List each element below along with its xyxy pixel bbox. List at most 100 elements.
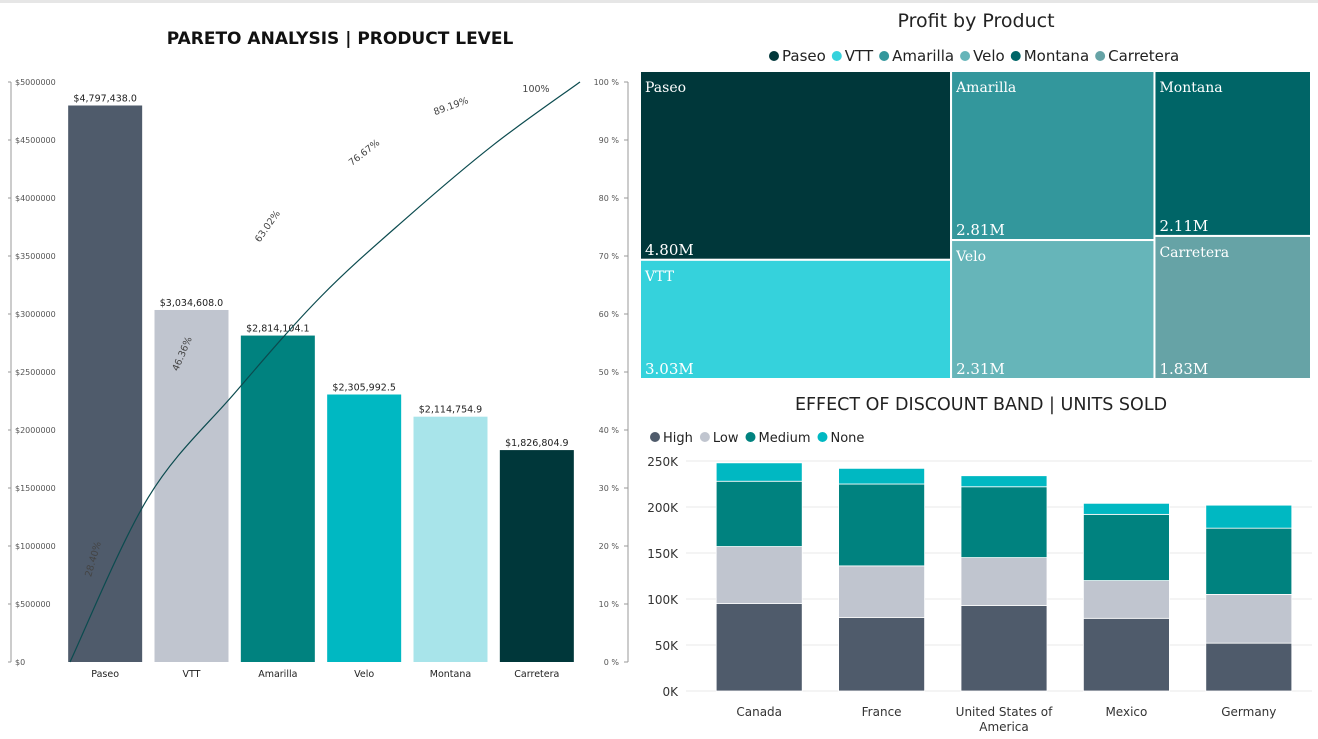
pareto-left-tick-label: $3500000 — [15, 252, 56, 261]
pareto-bar-label: $4,797,438.0 — [73, 93, 136, 104]
pareto-bar-montana — [413, 416, 488, 662]
pareto-right-tick-label: 20 % — [599, 542, 620, 551]
discount-bar-none — [1083, 502, 1170, 515]
pareto-bar-label: $2,814,104.1 — [246, 324, 309, 335]
treemap-legend-item: Velo — [973, 47, 1005, 65]
treemap-tile-value: 4.80M — [645, 241, 694, 259]
pareto-left-tick-label: $3000000 — [15, 310, 56, 319]
treemap-tile-name: Montana — [1159, 80, 1222, 96]
treemap-legend-marker — [1095, 51, 1106, 61]
discount-legend-item: Medium — [759, 431, 811, 446]
treemap-tile-name: Velo — [955, 249, 986, 265]
discount-bar-medium — [838, 483, 925, 567]
discount-title: EFFECT OF DISCOUNT BAND | UNITS SOLD — [795, 395, 1167, 415]
treemap-tile-value: 3.03M — [645, 360, 694, 378]
pareto-right-tick-label: 30 % — [599, 484, 620, 493]
treemap-legend-marker — [831, 51, 842, 61]
discount-bar-none — [1205, 504, 1293, 529]
treemap-legend-item: Montana — [1024, 47, 1089, 65]
treemap-legend-marker — [769, 51, 779, 61]
discount-legend-marker — [650, 432, 660, 442]
treemap-tile-amarilla — [950, 70, 1156, 242]
pareto-bar-velo — [327, 394, 402, 662]
profit-treemap: Profit by Product Paseo VTT Amarilla Velo Mon… — [639, 10, 1312, 380]
discount-bar-high — [960, 605, 1048, 692]
discount-bar-medium — [715, 480, 803, 547]
discount-bar-none — [715, 462, 803, 482]
pareto-right-tick-label: 100 % — [594, 78, 620, 87]
discount-category-line: Canada — [736, 705, 782, 719]
pareto-left-tick-label: $4500000 — [15, 136, 56, 145]
pareto-category-label: Velo — [354, 669, 374, 680]
treemap-tile-velo — [950, 239, 1156, 380]
discount-bar-low — [715, 546, 803, 604]
pareto-bar-amarilla — [240, 335, 315, 662]
pareto-bar-vtt — [154, 309, 229, 662]
discount-legend-marker — [745, 432, 756, 442]
treemap-tile-name: VTT — [644, 269, 675, 285]
pareto-left-tick-label: $2500000 — [15, 368, 56, 377]
discount-category-line: Mexico — [1105, 705, 1147, 719]
discount-legend-item: High — [663, 431, 693, 446]
treemap-tile-value: 2.31M — [956, 360, 1005, 378]
treemap-tile-name: Carretera — [1159, 245, 1229, 261]
treemap-legend-marker — [960, 51, 971, 61]
treemap-tile-value: 1.83M — [1159, 360, 1208, 378]
treemap-legend-marker — [1010, 51, 1021, 61]
discount-y-tick-label: 50K — [655, 639, 679, 653]
pareto-left-tick-label: $5000000 — [15, 78, 56, 87]
treemap-tile-value: 2.11M — [1159, 217, 1208, 235]
treemap-tile-name: Paseo — [645, 80, 686, 96]
pareto-bar-label: $2,305,992.5 — [332, 383, 395, 394]
discount-bar-low — [838, 565, 925, 618]
discount-bar-none — [838, 467, 925, 485]
discount-bar-low — [1083, 580, 1170, 619]
pareto-right-tick-label: 60 % — [599, 310, 620, 319]
pareto-left-tick-label: $2000000 — [15, 426, 56, 435]
pareto-title: PARETO ANALYSIS | PRODUCT LEVEL — [167, 29, 514, 49]
discount-legend-item: None — [830, 431, 864, 446]
treemap-legend-item: Amarilla — [892, 47, 954, 65]
treemap-tile-value: 2.81M — [956, 221, 1005, 239]
discount-legend-item: Low — [713, 431, 739, 446]
discount-y-tick-label: 250K — [647, 455, 679, 469]
pareto-right-tick-label: 40 % — [599, 426, 620, 435]
pareto-bar-label: $1,826,804.9 — [505, 438, 568, 449]
pareto-category-label: VTT — [183, 669, 201, 680]
discount-y-tick-label: 150K — [647, 547, 679, 561]
pareto-right-tick-label: 80 % — [599, 194, 620, 203]
pareto-category-label: Carretera — [514, 669, 559, 680]
pareto-right-tick-label: 70 % — [599, 252, 620, 261]
discount-y-tick-label: 100K — [647, 593, 679, 607]
treemap-tile-carretera — [1153, 234, 1312, 380]
top-border — [0, 0, 1318, 3]
treemap-legend-item: Paseo — [782, 47, 826, 65]
discount-bar-medium — [1083, 513, 1170, 581]
discount-bar-medium — [960, 486, 1048, 559]
discount-category-label: United States of America — [956, 705, 1053, 734]
discount-bar-high — [838, 617, 925, 692]
pareto-left-tick-label: $500000 — [15, 600, 51, 609]
treemap-tile-montana — [1153, 70, 1312, 237]
treemap-legend-item: Carretera — [1108, 47, 1179, 65]
discount-category-label: Germany — [1221, 705, 1276, 719]
pareto-bar-paseo — [68, 105, 143, 662]
pareto-category-label: Montana — [430, 669, 471, 680]
treemap-legend-marker — [879, 51, 890, 61]
pareto-right-tick-label: 50 % — [599, 368, 620, 377]
pareto-left-tick-label: $1500000 — [15, 484, 56, 493]
discount-bar-low — [960, 557, 1048, 606]
pareto-right-tick-label: 0 % — [604, 658, 620, 667]
treemap-tile-vtt — [639, 258, 953, 380]
discount-category-line: Germany — [1221, 705, 1276, 719]
pareto-left-tick-label: $0 — [15, 658, 25, 667]
discount-y-tick-label: 200K — [647, 501, 679, 515]
pareto-left-tick-label: $4000000 — [15, 194, 56, 203]
pareto-chart: PARETO ANALYSIS | PRODUCT LEVEL $0 $500000… — [8, 29, 629, 680]
pareto-cumulative-label: 100% — [522, 84, 549, 95]
discount-legend-marker — [817, 432, 828, 442]
discount-bar-none — [960, 475, 1048, 488]
discount-bar-high — [1205, 642, 1293, 692]
pareto-right-tick-label: 10 % — [599, 600, 620, 609]
